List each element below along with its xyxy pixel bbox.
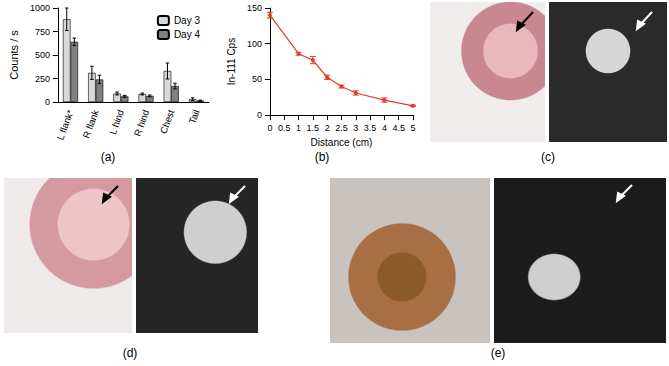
html-text:(d): (d) [122,346,138,360]
svg-text:Distance (cm): Distance (cm) [311,137,373,148]
svg-text:In-111 Cps: In-111 Cps [226,38,237,85]
svg-text:R hind: R hind [131,108,151,138]
svg-text:Day 4: Day 4 [174,29,201,40]
svg-text:L flank*: L flank* [55,108,76,141]
html-text:(a): (a) [100,150,116,164]
svg-text:750: 750 [35,27,50,37]
svg-text:1: 1 [296,123,301,133]
svg-text:0: 0 [257,110,262,120]
svg-text:Chest: Chest [158,108,177,135]
svg-text:Day 3: Day 3 [174,15,201,26]
svg-text:3: 3 [353,123,358,133]
svg-text:R flank: R flank [80,108,101,140]
svg-text:Counts / s: Counts / s [8,30,20,80]
svg-text:4.5: 4.5 [392,123,405,133]
svg-text:50: 50 [252,74,262,84]
svg-text:1.5: 1.5 [307,123,320,133]
svg-text:500: 500 [35,50,50,60]
html-text:(c): (c) [541,150,555,164]
svg-text:4: 4 [382,123,387,133]
html-text:(b): (b) [314,150,330,164]
svg-text:5: 5 [410,123,415,133]
svg-text:0.5: 0.5 [278,123,291,133]
svg-text:L hind: L hind [107,108,126,136]
svg-text:1000: 1000 [30,3,50,13]
svg-text:2: 2 [325,123,330,133]
html-text:(e): (e) [490,346,506,360]
svg-text:3.5: 3.5 [364,123,377,133]
svg-text:250: 250 [35,74,50,84]
svg-text:0: 0 [267,123,272,133]
svg-text:0: 0 [45,97,50,107]
svg-text:150: 150 [247,3,262,13]
svg-text:2.5: 2.5 [335,123,348,133]
svg-text:Tail: Tail [186,108,201,125]
svg-text:100: 100 [247,39,262,49]
